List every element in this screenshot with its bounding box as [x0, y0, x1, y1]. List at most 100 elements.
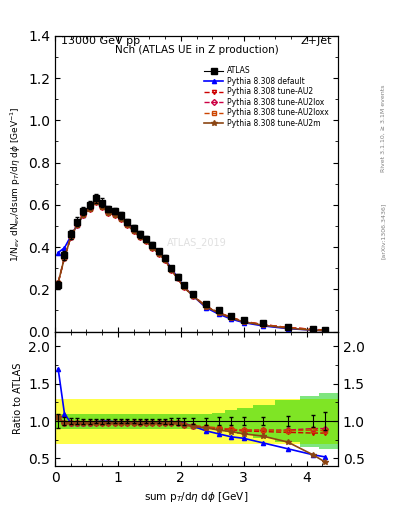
Pythia 8.308 tune-AU2m: [106, 209, 111, 216]
Pythia 8.308 tune-AU2lox: [87, 205, 92, 211]
Pythia 8.308 default: [169, 266, 174, 272]
Pythia 8.308 tune-AU2loxx: [138, 234, 142, 240]
Pythia 8.308 default: [285, 326, 290, 332]
Text: 13000 GeV pp: 13000 GeV pp: [61, 36, 140, 46]
Pythia 8.308 default: [119, 214, 123, 220]
Pythia 8.308 tune-AU2loxx: [260, 322, 265, 328]
Pythia 8.308 default: [191, 293, 196, 299]
Pythia 8.308 tune-AU2m: [62, 254, 67, 261]
Y-axis label: Ratio to ATLAS: Ratio to ATLAS: [13, 363, 23, 434]
Pythia 8.308 tune-AU2: [216, 309, 221, 315]
Pythia 8.308 default: [125, 220, 130, 226]
Pythia 8.308 tune-AU2lox: [144, 238, 149, 244]
Pythia 8.308 tune-AU2lox: [106, 209, 111, 216]
Pythia 8.308 tune-AU2: [204, 304, 208, 310]
Pythia 8.308 tune-AU2loxx: [94, 199, 98, 205]
Pythia 8.308 tune-AU2m: [144, 238, 149, 244]
Pythia 8.308 tune-AU2: [62, 254, 67, 261]
Pythia 8.308 tune-AU2loxx: [81, 211, 86, 218]
Pythia 8.308 tune-AU2loxx: [131, 228, 136, 234]
X-axis label: sum p$_T$/d$\eta$ d$\phi$ [GeV]: sum p$_T$/d$\eta$ d$\phi$ [GeV]: [144, 490, 249, 504]
Pythia 8.308 default: [204, 305, 208, 311]
Pythia 8.308 default: [182, 283, 186, 289]
Line: Pythia 8.308 tune-AU2m: Pythia 8.308 tune-AU2m: [55, 200, 328, 333]
Pythia 8.308 tune-AU2lox: [285, 325, 290, 331]
Pythia 8.308 tune-AU2m: [125, 222, 130, 228]
Pythia 8.308 tune-AU2m: [112, 211, 117, 218]
Pythia 8.308 tune-AU2: [260, 322, 265, 328]
Pythia 8.308 tune-AU2lox: [150, 244, 155, 250]
Text: ATLAS_2019: ATLAS_2019: [167, 238, 226, 248]
Pythia 8.308 default: [94, 197, 98, 203]
Pythia 8.308 tune-AU2lox: [100, 203, 105, 209]
Pythia 8.308 tune-AU2: [100, 203, 105, 209]
Pythia 8.308 tune-AU2loxx: [216, 309, 221, 315]
Pythia 8.308 default: [144, 237, 149, 243]
Pythia 8.308 tune-AU2m: [163, 257, 167, 263]
Pythia 8.308 tune-AU2m: [204, 304, 208, 310]
Pythia 8.308 tune-AU2: [112, 211, 117, 218]
Pythia 8.308 tune-AU2lox: [323, 327, 328, 333]
Line: Pythia 8.308 tune-AU2loxx: Pythia 8.308 tune-AU2loxx: [56, 200, 327, 332]
Text: Rivet 3.1.10, ≥ 3.1M events: Rivet 3.1.10, ≥ 3.1M events: [381, 84, 386, 172]
Pythia 8.308 tune-AU2: [163, 257, 167, 263]
Pythia 8.308 default: [87, 204, 92, 210]
Pythia 8.308 tune-AU2lox: [81, 211, 86, 218]
Pythia 8.308 tune-AU2m: [81, 211, 86, 218]
Pythia 8.308 default: [68, 233, 73, 240]
Pythia 8.308 tune-AU2loxx: [144, 238, 149, 244]
Pythia 8.308 default: [323, 328, 328, 334]
Pythia 8.308 tune-AU2lox: [56, 280, 61, 286]
Pythia 8.308 default: [56, 249, 61, 255]
Pythia 8.308 tune-AU2lox: [175, 275, 180, 281]
Pythia 8.308 default: [229, 316, 233, 322]
Pythia 8.308 tune-AU2m: [100, 203, 105, 209]
Pythia 8.308 tune-AU2loxx: [112, 211, 117, 218]
Pythia 8.308 tune-AU2: [56, 280, 61, 286]
Pythia 8.308 default: [241, 319, 246, 326]
Pythia 8.308 tune-AU2: [138, 234, 142, 240]
Pythia 8.308 tune-AU2m: [216, 310, 221, 316]
Pythia 8.308 tune-AU2loxx: [75, 222, 79, 228]
Pythia 8.308 tune-AU2loxx: [310, 326, 315, 332]
Pythia 8.308 tune-AU2lox: [131, 228, 136, 234]
Pythia 8.308 tune-AU2m: [241, 319, 246, 325]
Pythia 8.308 tune-AU2: [150, 244, 155, 250]
Legend: ATLAS, Pythia 8.308 default, Pythia 8.308 tune-AU2, Pythia 8.308 tune-AU2lox, Py: ATLAS, Pythia 8.308 default, Pythia 8.30…: [201, 63, 331, 131]
Pythia 8.308 tune-AU2: [241, 318, 246, 325]
Pythia 8.308 tune-AU2lox: [169, 267, 174, 273]
Pythia 8.308 tune-AU2m: [182, 284, 186, 290]
Pythia 8.308 tune-AU2m: [75, 222, 79, 228]
Pythia 8.308 tune-AU2lox: [260, 322, 265, 328]
Pythia 8.308 tune-AU2loxx: [163, 257, 167, 263]
Pythia 8.308 tune-AU2m: [175, 275, 180, 281]
Pythia 8.308 tune-AU2lox: [62, 254, 67, 261]
Line: Pythia 8.308 tune-AU2lox: Pythia 8.308 tune-AU2lox: [56, 200, 327, 332]
Pythia 8.308 tune-AU2: [310, 326, 315, 332]
Pythia 8.308 tune-AU2: [119, 216, 123, 222]
Pythia 8.308 tune-AU2lox: [229, 314, 233, 321]
Pythia 8.308 tune-AU2lox: [156, 250, 161, 257]
Pythia 8.308 tune-AU2: [144, 238, 149, 244]
Pythia 8.308 default: [81, 211, 86, 218]
Pythia 8.308 tune-AU2: [191, 293, 196, 299]
Pythia 8.308 default: [156, 249, 161, 255]
Pythia 8.308 tune-AU2loxx: [204, 303, 208, 309]
Pythia 8.308 tune-AU2loxx: [169, 267, 174, 273]
Pythia 8.308 tune-AU2loxx: [100, 203, 105, 209]
Pythia 8.308 tune-AU2m: [94, 199, 98, 205]
Pythia 8.308 tune-AU2: [106, 209, 111, 216]
Pythia 8.308 default: [310, 327, 315, 333]
Pythia 8.308 tune-AU2: [229, 314, 233, 321]
Text: [arXiv:1306.3436]: [arXiv:1306.3436]: [381, 202, 386, 259]
Pythia 8.308 default: [175, 274, 180, 280]
Pythia 8.308 tune-AU2loxx: [125, 222, 130, 228]
Pythia 8.308 tune-AU2loxx: [68, 234, 73, 240]
Pythia 8.308 tune-AU2lox: [112, 211, 117, 218]
Pythia 8.308 default: [131, 226, 136, 232]
Pythia 8.308 tune-AU2m: [310, 327, 315, 333]
Pythia 8.308 tune-AU2loxx: [175, 275, 180, 281]
Line: Pythia 8.308 tune-AU2: Pythia 8.308 tune-AU2: [56, 200, 327, 332]
Line: Pythia 8.308 default: Pythia 8.308 default: [56, 198, 327, 333]
Text: Nch (ATLAS UE in Z production): Nch (ATLAS UE in Z production): [115, 45, 278, 55]
